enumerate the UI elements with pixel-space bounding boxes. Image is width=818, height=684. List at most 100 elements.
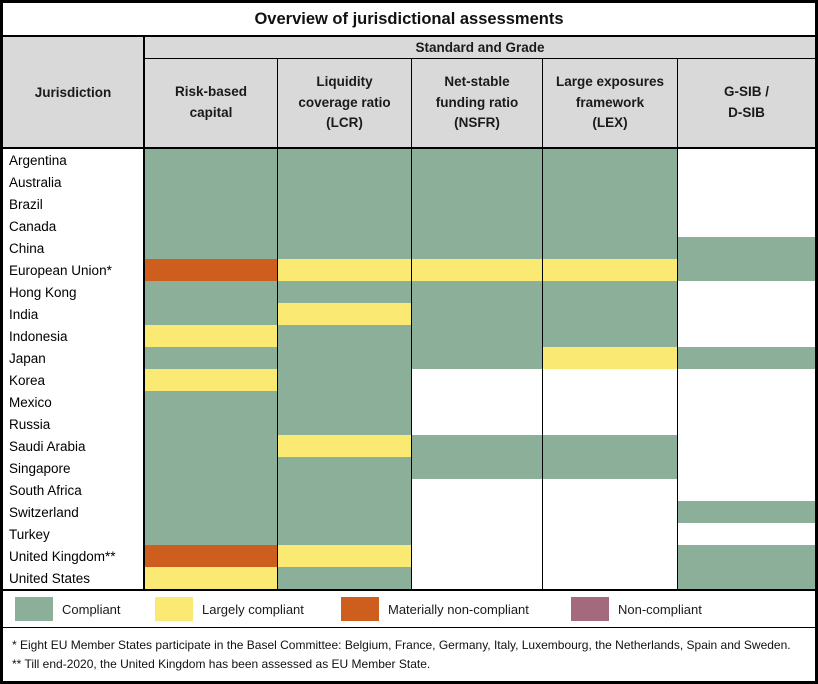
grade-cell [542,215,677,237]
grade-cell [677,413,815,435]
table-header: Jurisdiction Standard and Grade Risk-bas… [3,37,815,149]
grade-cell [677,501,815,523]
grade-cell [542,479,677,501]
grade-cell [411,523,542,545]
grade-cell [411,281,542,303]
non-compliant-swatch [571,597,609,621]
grade-cell [143,523,277,545]
grade-cell [143,171,277,193]
jurisdiction-label: European Union* [3,259,143,281]
grade-cell [677,259,815,281]
page-title: Overview of jurisdictional assessments [3,3,815,37]
column-header-nsfr: Net-stable funding ratio (NSFR) [411,59,542,147]
column-header-gsib-dsib: G-SIB / D-SIB [677,59,815,147]
grade-cell [277,149,411,171]
jurisdiction-label: China [3,237,143,259]
grade-cell [411,259,542,281]
grade-cell [277,501,411,523]
grade-cell [542,567,677,589]
grade-cell [277,325,411,347]
grade-cell [677,281,815,303]
jurisdiction-label: India [3,303,143,325]
grade-cell [143,435,277,457]
grade-cell [143,369,277,391]
grade-cell [411,149,542,171]
legend-item-materially-non-compliant: Materially non-compliant [341,597,529,621]
grade-cell [143,479,277,501]
grade-cell [542,303,677,325]
grade-cell [143,501,277,523]
grade-cell [143,413,277,435]
grade-cell [277,193,411,215]
grade-cell [143,215,277,237]
grade-cell [277,303,411,325]
grade-cell [143,347,277,369]
jurisdiction-label: Russia [3,413,143,435]
jurisdiction-label: Australia [3,171,143,193]
grade-cell [143,259,277,281]
grade-cell [411,347,542,369]
grade-cell [143,567,277,589]
grade-cell [542,325,677,347]
grade-cell [277,237,411,259]
grade-cell [277,457,411,479]
grade-cell [677,325,815,347]
grade-cell [277,479,411,501]
grade-cell [411,237,542,259]
grade-cell [411,193,542,215]
grade-cell [277,215,411,237]
grade-cell [411,303,542,325]
grade-cell [277,435,411,457]
grade-cell [542,501,677,523]
jurisdiction-label: United States [3,567,143,589]
jurisdiction-label: Hong Kong [3,281,143,303]
grade-cell [411,567,542,589]
grade-cell [542,193,677,215]
grade-cell [143,325,277,347]
jurisdiction-label: South Africa [3,479,143,501]
grade-cell [542,523,677,545]
footnote-eu-members: * Eight EU Member States participate in … [12,638,791,652]
grade-cell [143,149,277,171]
grade-cell [277,413,411,435]
grade-cell [677,479,815,501]
jurisdiction-label: Japan [3,347,143,369]
grade-cell [143,545,277,567]
grade-cell [677,347,815,369]
grade-cell [277,523,411,545]
grade-cell [411,479,542,501]
grade-cell [411,369,542,391]
grade-cell [277,171,411,193]
grade-cell [277,347,411,369]
grade-cell [411,325,542,347]
legend-item-non-compliant: Non-compliant [571,597,702,621]
grade-cell [677,545,815,567]
grade-cell [143,391,277,413]
grade-cell [542,171,677,193]
legend-label: Materially non-compliant [388,601,529,617]
jurisdiction-label: Argentina [3,149,143,171]
grade-cell [277,567,411,589]
legend-label: Non-compliant [618,601,702,617]
grade-cell [542,237,677,259]
jurisdiction-label: Indonesia [3,325,143,347]
grade-cell [277,281,411,303]
column-header-lex: Large exposures framework (LEX) [542,59,677,147]
grade-cell [542,281,677,303]
jurisdiction-label: Saudi Arabia [3,435,143,457]
legend-label: Compliant [62,601,121,617]
grade-cell [542,369,677,391]
grade-cell [277,369,411,391]
grade-cell [411,215,542,237]
grade-cell [677,193,815,215]
grade-cell [143,303,277,325]
grade-cell [411,545,542,567]
jurisdiction-label: Mexico [3,391,143,413]
grade-cell [677,457,815,479]
legend: Compliant Largely compliant Materially n… [3,591,815,628]
grade-cell [277,545,411,567]
grade-cell [677,149,815,171]
grade-cell [411,171,542,193]
grade-cell [411,501,542,523]
